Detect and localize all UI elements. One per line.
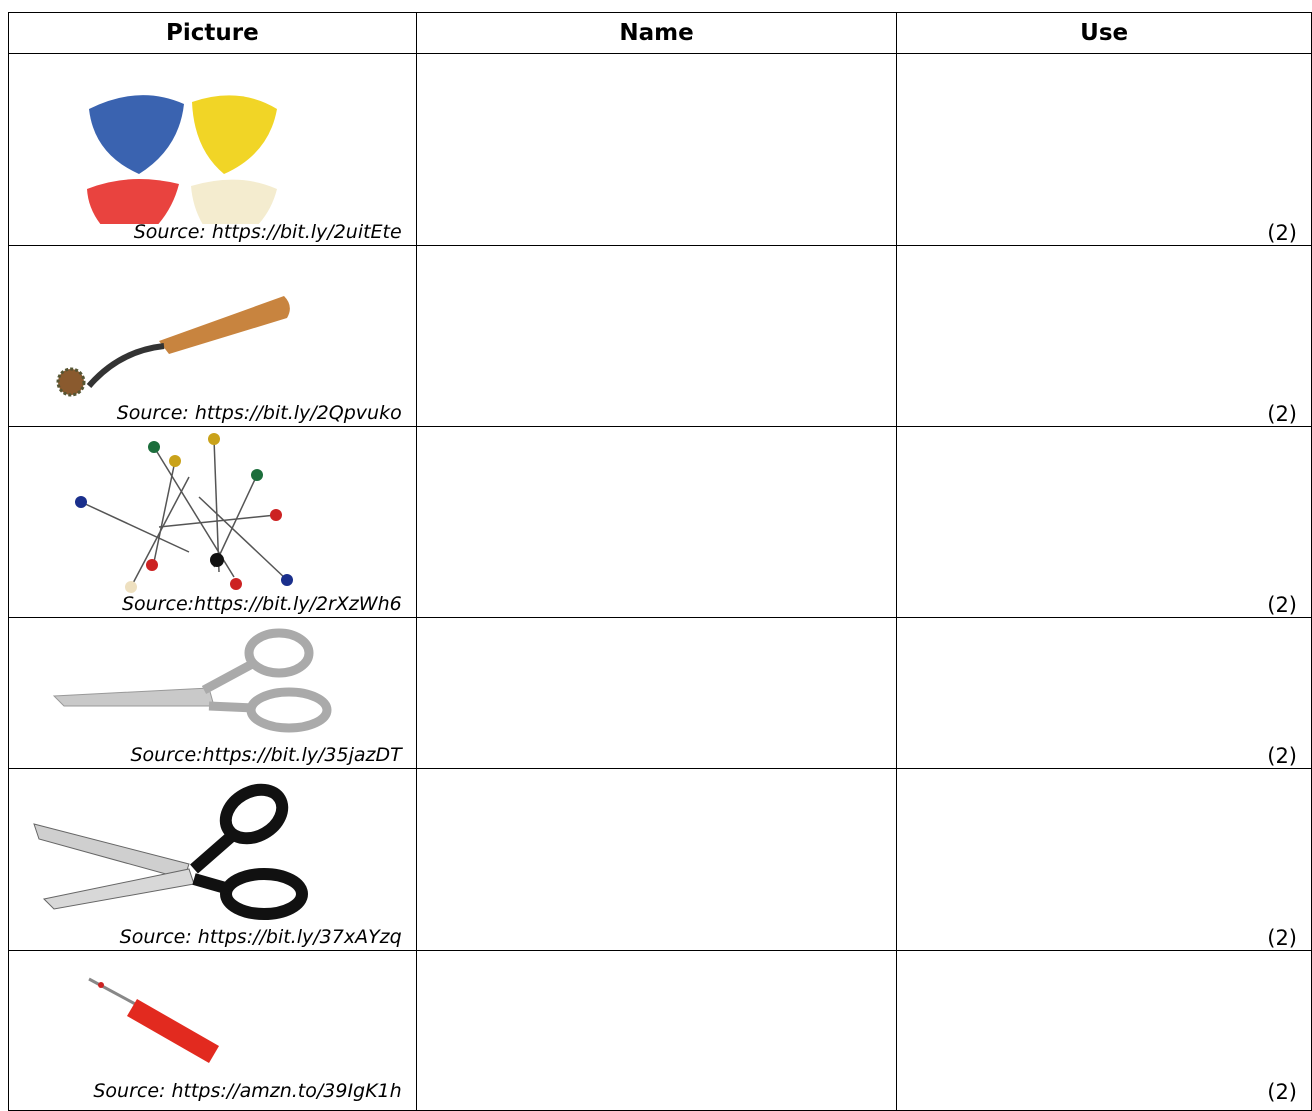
- name-cell: [415, 245, 898, 427]
- name-cell: [415, 950, 898, 1111]
- marks: (2): [1267, 744, 1297, 768]
- tracing-wheel-image: [56, 296, 290, 397]
- shears-image: [52, 628, 332, 733]
- pinking-shears-image: [33, 783, 308, 920]
- use-cell: (2): [896, 950, 1312, 1111]
- marks: (2): [1267, 221, 1297, 245]
- source-caption: Source: https://bit.ly/2uitEte: [133, 221, 402, 243]
- name-cell: [415, 768, 898, 951]
- header-cell: Picture: [8, 12, 417, 54]
- worksheet: Picture Name Use Source: https://bit.ly/…: [8, 12, 1312, 1111]
- row: Source: https://bit.ly/37xAYzq (2): [8, 768, 1312, 951]
- marks: (2): [1267, 593, 1297, 617]
- row: Source: https://amzn.to/39IgK1h (2): [8, 950, 1312, 1111]
- picture-cell: Source: https://bit.ly/2Qpvuko: [8, 245, 417, 427]
- row: Source:https://bit.ly/2rXzWh6 (2): [8, 426, 1312, 618]
- picture-cell: Source:https://bit.ly/2rXzWh6: [8, 426, 417, 618]
- source-caption: Source:https://bit.ly/35jazDT: [130, 744, 402, 766]
- picture-cell: Source: https://bit.ly/2uitEte: [8, 53, 417, 246]
- header-cell: Use: [896, 12, 1312, 54]
- row: Source:https://bit.ly/35jazDT (2): [8, 617, 1312, 769]
- source-caption: Source:https://bit.ly/2rXzWh6: [121, 593, 402, 615]
- tools-table: Picture Name Use Source: https://bit.ly/…: [8, 12, 1312, 1111]
- name-cell: [415, 617, 898, 769]
- picture-cell: Source:https://bit.ly/35jazDT: [8, 617, 417, 769]
- row: Source: https://bit.ly/2Qpvuko (2): [8, 245, 1312, 427]
- use-cell: (2): [896, 53, 1312, 246]
- use-cell: (2): [896, 426, 1312, 618]
- name-cell: [415, 426, 898, 618]
- marks: (2): [1267, 402, 1297, 426]
- source-caption: Source: https://bit.ly/37xAYzq: [119, 926, 402, 948]
- header-cell: Name: [415, 12, 898, 54]
- marks: (2): [1267, 926, 1297, 950]
- row: Source: https://bit.ly/2uitEte (2): [8, 53, 1312, 246]
- use-cell: (2): [896, 617, 1312, 769]
- source-caption: Source: https://amzn.to/39IgK1h: [93, 1080, 402, 1102]
- header-row: Picture Name Use: [8, 12, 1312, 54]
- name-cell: [415, 53, 898, 246]
- source-caption: Source: https://bit.ly/2Qpvuko: [116, 402, 402, 424]
- picture-cell: Source: https://bit.ly/37xAYzq: [8, 768, 417, 951]
- tailor-chalk-image: [87, 95, 277, 224]
- use-cell: (2): [896, 245, 1312, 427]
- pins-image: [75, 433, 293, 593]
- use-cell: (2): [896, 768, 1312, 951]
- seam-ripper-image: [88, 977, 219, 1063]
- picture-cell: Source: https://amzn.to/39IgK1h: [8, 950, 417, 1111]
- marks: (2): [1267, 1080, 1297, 1104]
